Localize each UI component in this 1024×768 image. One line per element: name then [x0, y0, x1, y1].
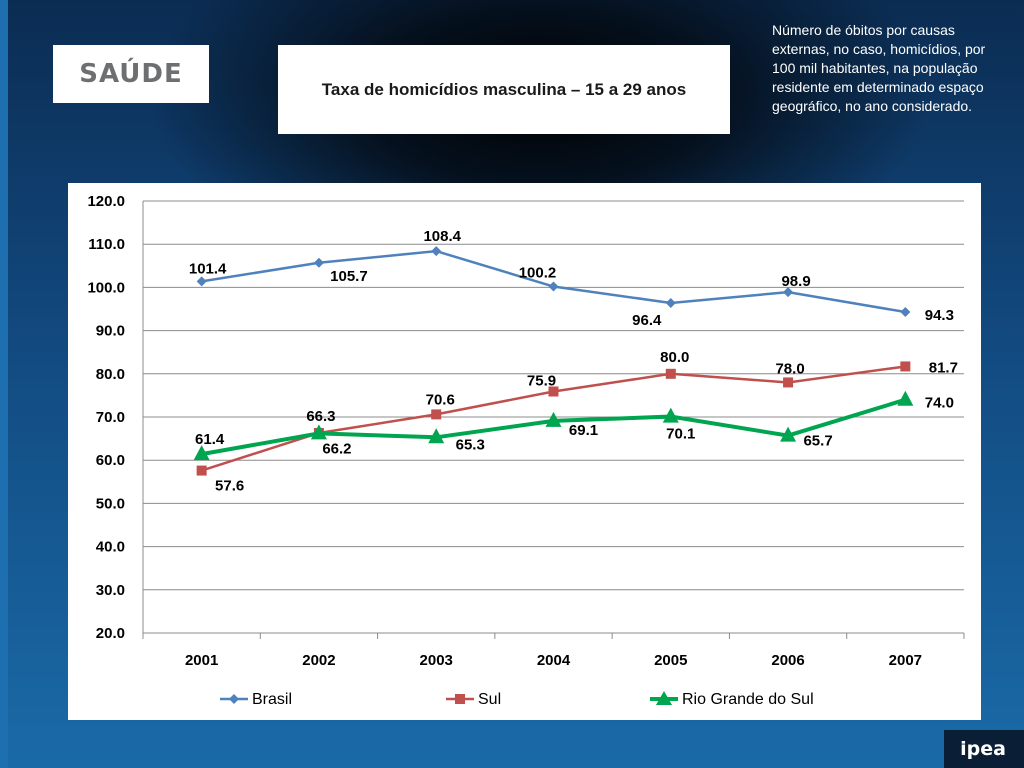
- chart-panel: 120.0 110.0 100.0 90.0 80.0 70.0 60.0 50.0 40.0 3…: [68, 183, 981, 720]
- line-chart: 120.0 110.0 100.0 90.0 80.0 70.0 60.0 50.0 40.0 3…: [87, 193, 965, 708]
- data-label: 70.6: [426, 391, 455, 408]
- data-label: 69.1: [569, 422, 598, 439]
- y-tick-label: 20.0: [96, 625, 125, 642]
- legend-marker: [455, 694, 465, 704]
- y-tick-label: 40.0: [96, 539, 125, 556]
- brasil-point: [783, 287, 794, 298]
- brasil-point: [665, 297, 676, 308]
- y-tick-label: 30.0: [96, 582, 125, 599]
- x-tick-label: 2002: [302, 652, 335, 669]
- data-label: 61.4: [195, 431, 225, 448]
- rgs-point: [310, 424, 327, 440]
- legend-marker: [229, 694, 239, 704]
- x-tick-label: 2006: [771, 652, 804, 669]
- data-label: 74.0: [925, 395, 954, 412]
- data-label: 101.4: [189, 260, 227, 277]
- indicator-description: Número de óbitos por causas externas, no…: [772, 22, 986, 114]
- brasil-point: [196, 276, 207, 287]
- sul-point: [900, 361, 911, 372]
- legend-label: Sul: [478, 691, 501, 708]
- section-label: SAÚDE: [79, 59, 183, 89]
- data-label: 66.2: [322, 440, 351, 457]
- x-tick-label: 2001: [185, 652, 218, 669]
- x-tick-label: 2005: [654, 652, 687, 669]
- data-label: 98.9: [781, 273, 810, 290]
- rgs-point: [897, 390, 914, 406]
- y-tick-label: 90.0: [96, 323, 125, 340]
- slide-left-edge: [0, 0, 8, 768]
- legend-label: Rio Grande do Sul: [682, 691, 814, 708]
- y-tick-label: 60.0: [96, 452, 125, 469]
- sul-point: [431, 409, 442, 420]
- sul-point: [665, 368, 676, 379]
- brasil-point: [548, 281, 559, 292]
- brasil-point: [900, 307, 911, 318]
- sul-point: [548, 386, 559, 397]
- x-tick-label: 2003: [420, 652, 453, 669]
- data-label: 78.0: [775, 360, 804, 377]
- x-tick-label: 2007: [889, 652, 922, 669]
- data-label: 105.7: [330, 268, 368, 285]
- y-tick-label: 110.0: [88, 236, 125, 253]
- section-logo-box: SAÚDE: [53, 45, 209, 103]
- y-tick-label: 100.0: [87, 279, 125, 296]
- data-label: 108.4: [423, 228, 461, 245]
- x-tick-label: 2004: [537, 652, 571, 669]
- data-label: 65.3: [456, 436, 485, 453]
- footer-logo-bar: [944, 730, 1024, 768]
- rgs-point: [193, 445, 210, 461]
- y-tick-label: 70.0: [96, 409, 125, 426]
- rgs-point: [545, 411, 562, 427]
- sul-point: [196, 465, 207, 476]
- rgs-point: [428, 428, 445, 444]
- y-tick-label: 120.0: [87, 193, 125, 210]
- rgs-point: [662, 407, 679, 423]
- data-label: 100.2: [519, 265, 557, 282]
- data-label: 81.7: [929, 359, 958, 376]
- title-box: Taxa de homicídios masculina – 15 a 29 a…: [278, 45, 730, 134]
- legend-marker: [656, 691, 672, 705]
- data-label: 94.3: [925, 307, 954, 324]
- data-label: 70.1: [666, 426, 695, 443]
- data-label: 80.0: [660, 349, 689, 366]
- data-label: 75.9: [527, 373, 556, 390]
- sul-point: [783, 377, 794, 388]
- chart-title: Taxa de homicídios masculina – 15 a 29 a…: [321, 79, 687, 99]
- rgs-point: [780, 426, 797, 442]
- data-label: 65.7: [803, 433, 832, 450]
- ipea-logo: ipea: [960, 738, 1006, 760]
- data-label: 57.6: [215, 478, 244, 495]
- brasil-point: [313, 257, 324, 268]
- y-tick-label: 80.0: [96, 366, 125, 383]
- y-tick-label: 50.0: [96, 495, 125, 512]
- data-label: 96.4: [632, 312, 662, 329]
- legend-label: Brasil: [252, 691, 292, 708]
- brasil-point: [431, 246, 442, 257]
- data-label: 66.3: [306, 408, 335, 425]
